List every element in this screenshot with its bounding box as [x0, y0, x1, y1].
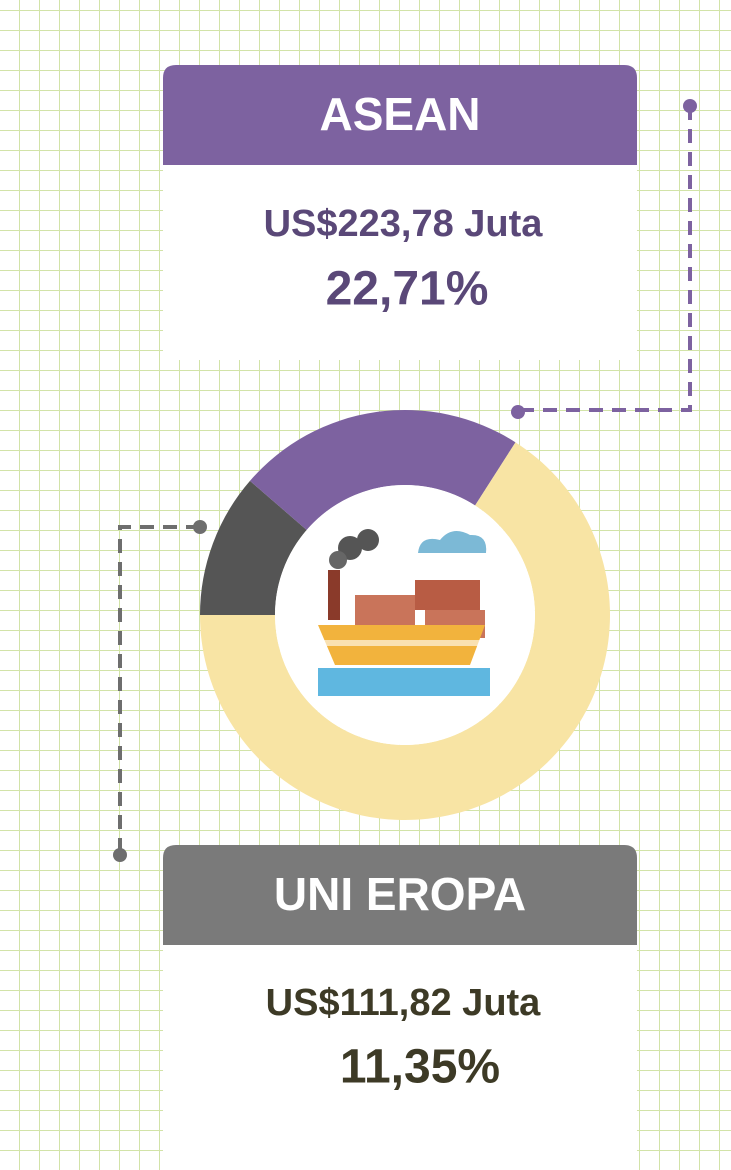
hull-stripe — [318, 640, 485, 646]
donut-segment — [249, 410, 516, 530]
connectors — [113, 99, 697, 862]
connector-dot — [113, 848, 127, 862]
water — [318, 668, 490, 696]
asean-card: ASEAN US$223,78 Juta 22,71% — [163, 65, 637, 360]
connector-asean — [518, 106, 692, 412]
card-body — [163, 165, 637, 360]
smoke — [357, 529, 379, 551]
percent-label: 22,71% — [326, 263, 489, 316]
amount-label: US$111,82 Juta — [266, 982, 542, 1024]
connector-eu — [118, 525, 200, 855]
percent-label: 11,35% — [340, 1041, 500, 1094]
ship-icon — [318, 529, 490, 696]
connector-dot — [193, 520, 207, 534]
eu-card: UNI EROPA US$111,82 Juta 11,35% — [163, 845, 637, 1170]
card-title: ASEAN — [319, 88, 480, 140]
card-header — [163, 845, 637, 945]
smoke — [329, 551, 347, 569]
card-header — [163, 65, 637, 165]
container — [415, 580, 480, 610]
donut-segment — [200, 442, 611, 820]
chimney — [328, 570, 340, 620]
container — [355, 595, 415, 625]
connector-dot — [683, 99, 697, 113]
connector-dot — [511, 405, 525, 419]
card-body — [163, 945, 637, 1170]
card-title: UNI EROPA — [274, 868, 526, 920]
amount-label: US$223,78 Juta — [264, 203, 544, 245]
cloud — [418, 531, 487, 553]
donut-segment — [200, 480, 307, 615]
